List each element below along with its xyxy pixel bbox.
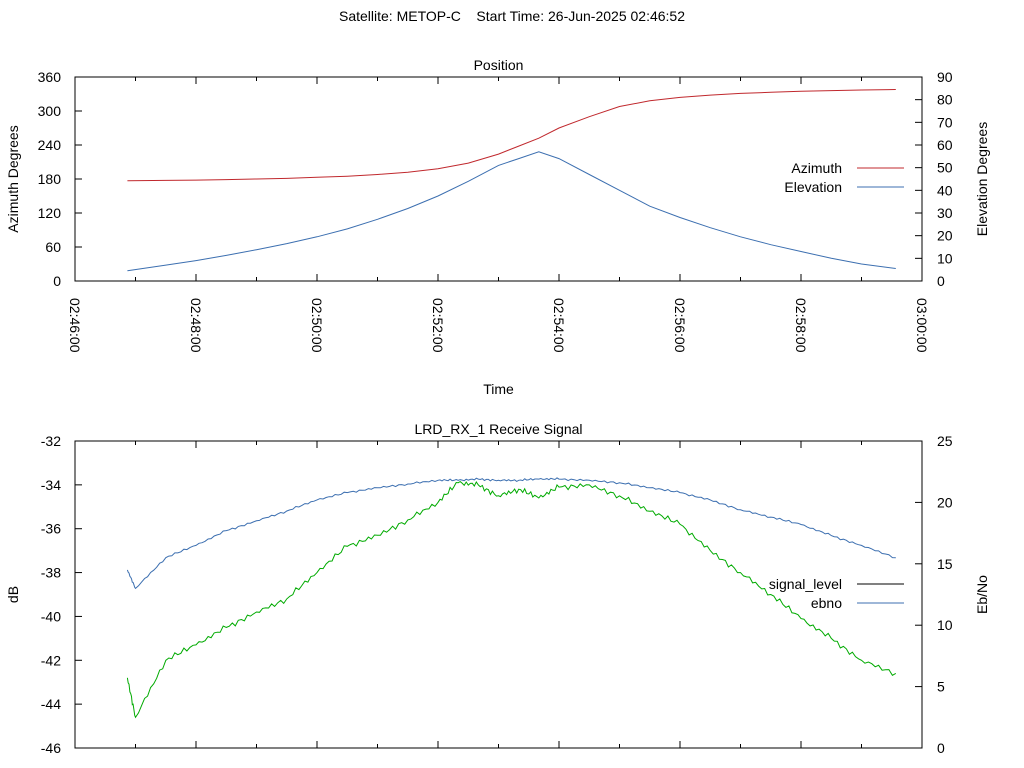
x-tick-label: 02:56:00 [672,298,688,353]
y-left-tick-label: -46 [41,740,61,756]
x-tick-label: 02:54:00 [551,298,567,353]
x-tick-label: 02:50:00 [309,298,325,353]
y-right-tick-label: 60 [937,137,953,153]
y-right-tick-label: 0 [937,273,945,289]
y-right-tick-label: 90 [937,69,953,85]
y-left-tick-label: -34 [41,477,61,493]
y-right-tick-label: 0 [937,740,945,756]
plot-frame [74,440,923,749]
y-right-tick-label: 30 [937,205,953,221]
y-right-axis-label: Elevation Degrees [974,122,990,236]
legend-label-signal-level: signal_level [769,576,842,592]
y-right-tick-label: 80 [937,92,953,108]
y-left-tick-label: -38 [41,565,61,581]
x-tick-label: 02:48:00 [188,298,204,353]
y-right-axis-label: Eb/No [974,575,990,614]
y-left-tick-label: 0 [53,273,61,289]
y-left-tick-label: -36 [41,521,61,537]
legend-label-ebno: ebno [811,595,842,611]
chart-1: Position 0 60 120 180 240 300 360 0 10 20 30 40 50 60 7… [5,57,990,397]
legend-label-azimuth: Azimuth [791,160,842,176]
y-right-tick-label: 50 [937,160,953,176]
series-line-azimuth [127,89,896,182]
y-right-tick-label: 25 [937,433,953,449]
y-left-axis-label: Azimuth Degrees [5,125,21,232]
y-left-tick-label: 120 [38,205,62,221]
y-left-tick-label: 300 [38,103,62,119]
series-line-signal-level [126,480,897,719]
series-line-ebno [126,477,896,590]
y-right-tick-label: 10 [937,250,953,266]
y-left-tick-label: 60 [45,239,61,255]
x-tick-label: 02:52:00 [430,298,446,353]
y-left-axis-label: dB [5,586,21,603]
x-tick-label: 02:46:00 [67,298,83,353]
y-left-tick-label: -32 [41,433,61,449]
chart-title: Position [474,57,524,73]
y-left-tick-label: -40 [41,608,61,624]
y-right-tick-label: 20 [937,228,953,244]
y-left-tick-label: 180 [38,171,62,187]
y-left-tick-label: -42 [41,652,61,668]
chart-2: LRD_RX_1 Receive Signal -46 -44 -42 -40 -38 -3… [5,421,990,756]
series-line-elevation [127,151,896,272]
x-tick-label: 03:00:00 [914,298,930,353]
x-axis-label: Time [483,381,514,397]
y-left-tick-label: 240 [38,137,62,153]
y-right-tick-label: 10 [937,617,953,633]
page-title: Satellite: METOP-C Start Time: 26-Jun-20… [338,8,685,24]
y-left-tick-label: -44 [41,696,61,712]
y-right-tick-label: 15 [937,556,953,572]
legend-label-elevation: Elevation [784,179,842,195]
y-right-tick-label: 5 [937,679,945,695]
chart-title: LRD_RX_1 Receive Signal [414,421,582,437]
y-left-tick-label: 360 [38,69,62,85]
y-right-tick-label: 70 [937,114,953,130]
y-right-tick-label: 40 [937,182,953,198]
y-right-tick-label: 20 [937,494,953,510]
x-tick-label: 02:58:00 [793,298,809,353]
